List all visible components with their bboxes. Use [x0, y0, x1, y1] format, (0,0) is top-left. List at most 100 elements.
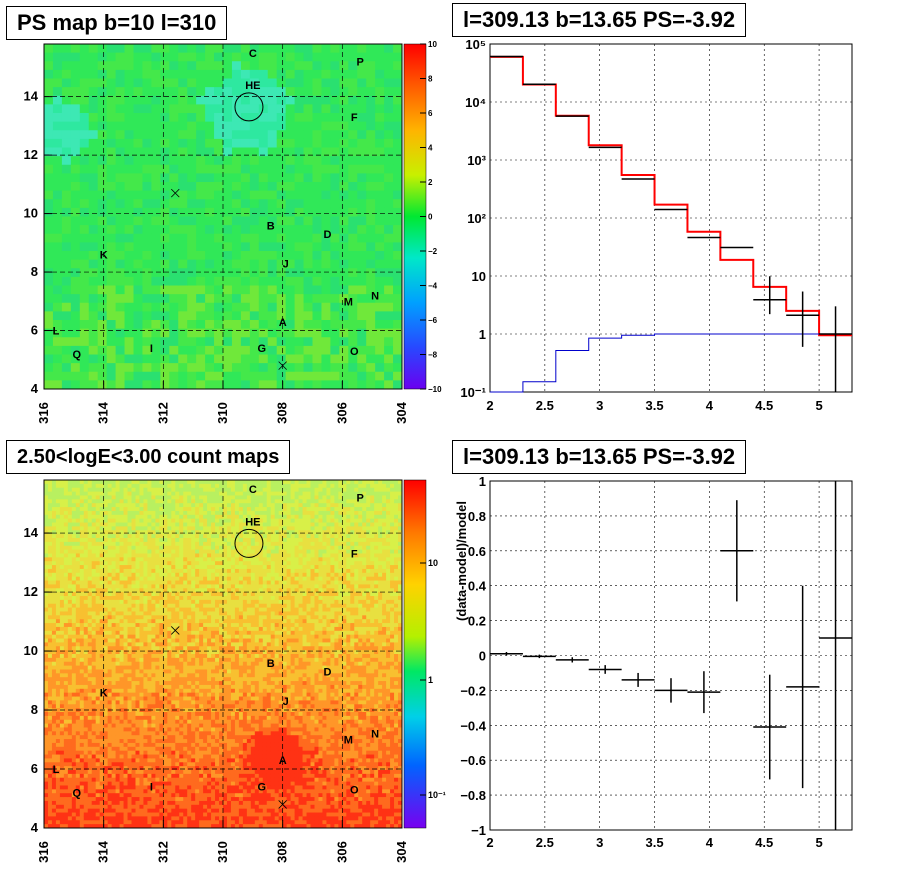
- ps-colorbar-tick-label: −4: [428, 282, 438, 291]
- source-label: L: [53, 326, 60, 338]
- map-y-tick-label: 10: [24, 643, 38, 658]
- ps-colorbar-tick-label: −2: [428, 247, 438, 256]
- source-label: Q: [73, 788, 82, 800]
- source-label: C: [249, 48, 257, 60]
- residual-y-tick-label: 0.4: [468, 579, 487, 594]
- count-map-title: 2.50<logE<3.00 count maps: [6, 440, 291, 474]
- source-label: K: [100, 687, 108, 699]
- spectrum-y-tick-label: 10: [472, 269, 486, 284]
- ps-colorbar-tick-label: 4: [428, 144, 433, 153]
- source-label: M: [344, 735, 353, 747]
- source-label: C: [249, 484, 257, 496]
- source-label: G: [258, 343, 267, 355]
- ps-colorbar-tick-label: 0: [428, 213, 433, 222]
- source-label: J: [283, 696, 289, 708]
- map-x-tick-label: 316: [36, 402, 51, 424]
- spectrum-panel: 2 2.5 3 3.5 4 4.5 5 10⁻¹ 1 10 10² 10³ 10⁴ 10⁵: [460, 37, 853, 413]
- residual-x-tick-label: 2.5: [536, 835, 554, 850]
- residual-x-tick-label: 4: [706, 835, 714, 850]
- map-y-tick-label: 12: [24, 147, 38, 162]
- source-label: F: [351, 549, 358, 561]
- count-colorbar: [403, 479, 427, 829]
- map-x-tick-label: 308: [275, 841, 290, 863]
- map-x-tick-label: 312: [155, 402, 170, 424]
- source-label: M: [344, 296, 353, 308]
- ps-map-panel: C HE P F B D K J M N L A I G Q O 316 314 312 310 308 306 304 4…: [24, 40, 443, 424]
- ps-colorbar-tick-label: 8: [428, 75, 433, 84]
- ps-colorbar-tick-label: 2: [428, 178, 433, 187]
- cross-marker: [278, 361, 287, 370]
- ps-colorbar-tick-label: 6: [428, 109, 433, 118]
- source-circle-marker: [234, 528, 264, 558]
- source-label: D: [323, 229, 331, 241]
- source-label: F: [351, 112, 358, 124]
- spectrum-x-tick-label: 3.5: [646, 398, 664, 413]
- spectrum-x-tick-label: 4: [706, 398, 714, 413]
- residual-x-tick-label: 4.5: [755, 835, 773, 850]
- source-circle-marker: [234, 92, 264, 122]
- spectrum-x-tick-label: 3: [596, 398, 603, 413]
- map-x-tick-label: 306: [334, 402, 349, 424]
- residual-y-tick-label: −1: [471, 823, 486, 838]
- residual-x-tick-label: 3.5: [646, 835, 664, 850]
- ps-colorbar-tick-label: −8: [428, 351, 438, 360]
- spectrum-y-tick-label: 1: [479, 327, 486, 342]
- map-x-tick-label: 314: [96, 401, 111, 423]
- residual-panel: 2 2.5 3 3.5 4 4.5 5 −1 −0.8 −0.6 −0.4 −0.2 0 0.2 0.4 0.…: [454, 474, 853, 850]
- map-x-tick-label: 316: [36, 841, 51, 863]
- residual-y-tick-label: 0: [479, 649, 486, 664]
- source-label: A: [279, 755, 287, 767]
- map-y-tick-label: 8: [31, 264, 38, 279]
- map-y-tick-label: 14: [24, 525, 39, 540]
- ps-colorbar-tick-label: 10: [428, 40, 437, 49]
- map-y-tick-label: 8: [31, 702, 38, 717]
- ps-colorbar-tick-label: −10: [428, 385, 442, 394]
- count-colorbar-tick-label: 10⁻¹: [428, 790, 446, 800]
- source-label: I: [150, 782, 153, 794]
- source-label: G: [258, 782, 267, 794]
- cross-marker: [170, 626, 180, 635]
- spectrum-y-tick-label: 10⁻¹: [460, 385, 486, 400]
- source-label: J: [283, 258, 289, 270]
- residual-y-tick-label: −0.2: [460, 683, 486, 698]
- residual-y-tick-label: −0.8: [460, 788, 486, 803]
- map-x-tick-label: 314: [96, 840, 111, 862]
- spectrum-y-tick-label: 10²: [467, 211, 486, 226]
- source-label: B: [267, 658, 275, 670]
- source-label: N: [371, 290, 379, 302]
- ps-map-title: PS map b=10 l=310: [6, 6, 228, 40]
- source-label: B: [267, 220, 275, 232]
- map-x-tick-label: 306: [334, 841, 349, 863]
- spectrum-x-tick-label: 2: [486, 398, 493, 413]
- map-x-tick-label: 312: [155, 841, 170, 863]
- map-y-tick-label: 4: [31, 820, 39, 835]
- source-label: HE: [245, 80, 260, 92]
- spectrum-x-tick-label: 4.5: [755, 398, 773, 413]
- residual-y-tick-label: 1: [479, 474, 486, 489]
- map-y-tick-label: 12: [24, 584, 38, 599]
- map-y-tick-label: 10: [24, 206, 38, 221]
- map-y-tick-label: 14: [24, 89, 39, 104]
- spectrum-x-tick-label: 2.5: [536, 398, 554, 413]
- map-y-tick-label: 4: [31, 381, 39, 396]
- map-x-tick-label: 310: [215, 841, 230, 863]
- spectrum-y-tick-label: 10⁴: [465, 95, 486, 110]
- residual-title: l=309.13 b=13.65 PS=-3.92: [452, 440, 747, 474]
- source-label: O: [350, 785, 359, 797]
- source-label: N: [371, 729, 379, 741]
- map-x-tick-label: 310: [215, 402, 230, 424]
- residual-y-tick-label: −0.6: [460, 753, 486, 768]
- residual-y-tick-label: 0.6: [468, 544, 486, 559]
- residual-x-tick-label: 3: [596, 835, 603, 850]
- map-x-tick-label: 304: [394, 840, 409, 862]
- source-label: P: [357, 493, 364, 505]
- count-map-panel: C HE P F B D K J M N L A I G Q O 316 314 312 310 308 306 304 4…: [24, 479, 446, 863]
- source-label: HE: [245, 516, 260, 528]
- source-label: O: [350, 346, 359, 358]
- map-x-tick-label: 308: [275, 402, 290, 424]
- ps-colorbar-tick-label: −6: [428, 316, 438, 325]
- spectrum-title: l=309.13 b=13.65 PS=-3.92: [452, 3, 747, 37]
- spectrum-x-tick-label: 5: [815, 398, 822, 413]
- map-x-tick-label: 304: [394, 401, 409, 423]
